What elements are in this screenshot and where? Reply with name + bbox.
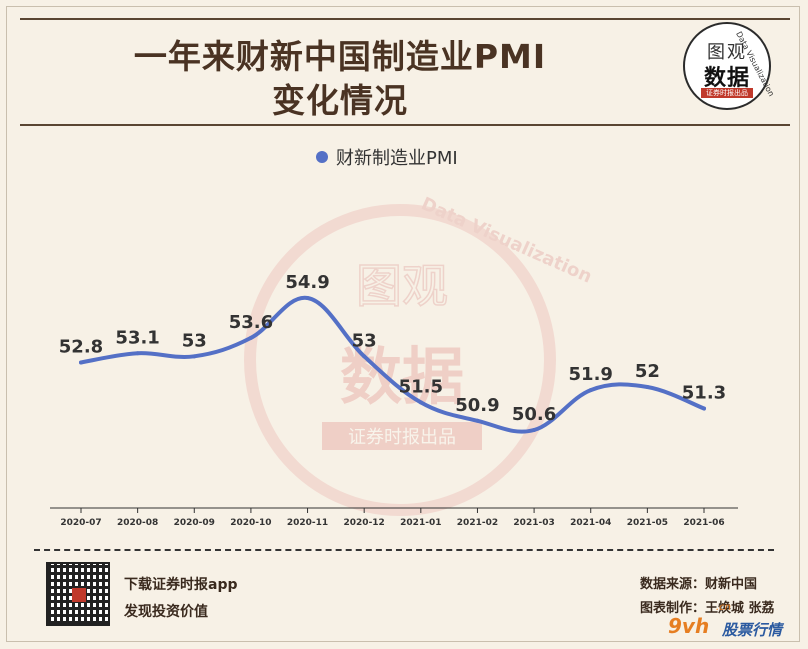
- x-tick-label: 2021-06: [683, 518, 724, 528]
- watermark-ring: [244, 204, 556, 516]
- x-tick-label: 2020-07: [60, 518, 101, 528]
- site-brand-subtitle: 股票行情: [722, 621, 783, 639]
- app-slogan-text: 发现投资价值: [124, 604, 208, 620]
- logo-text-top: 图观: [707, 42, 747, 63]
- watermark: 图观 数据 证券时报出品 Data Visualization: [244, 193, 595, 516]
- data-point: [305, 296, 310, 300]
- data-point: [192, 354, 197, 359]
- watermark-text-top: 图观: [356, 259, 448, 313]
- series-line-group: [79, 295, 706, 434]
- data-label-group: 52.8 53.1 53 53.6 54.9 53 51.5 50.9 50.6 51.9 52 51…: [59, 272, 726, 425]
- data-label: 53.6: [229, 312, 273, 333]
- data-label: 53.1: [115, 327, 159, 348]
- brand-logo: 图观 数据 证券时报出品: [683, 22, 771, 110]
- data-label: 51.5: [399, 376, 443, 397]
- site-domain-suffix: .cn: [716, 602, 732, 613]
- x-tick-label: 2020-10: [230, 518, 271, 528]
- x-tick-label: 2021-04: [570, 518, 611, 528]
- data-point: [135, 351, 140, 356]
- site-brand-logo[interactable]: 9vh: [668, 614, 710, 638]
- legend-label: 财新制造业PMI: [336, 148, 458, 169]
- x-tick-label: 2020-11: [287, 518, 328, 528]
- data-point: [248, 335, 253, 340]
- watermark-text-sub: 证券时报出品: [348, 427, 456, 448]
- qr-center-logo: [72, 588, 86, 602]
- app-download-text: 下载证券时报app: [124, 577, 238, 593]
- watermark-sub-bg: [322, 422, 482, 450]
- data-label: 51.3: [682, 383, 726, 404]
- data-label: 52.8: [59, 336, 103, 357]
- data-point: [475, 418, 480, 423]
- data-point: [362, 354, 367, 359]
- logo-text-mid: 数据: [703, 66, 750, 91]
- data-point: [79, 360, 83, 365]
- logo-text-sub: 证券时报出品: [701, 88, 753, 98]
- x-tick-label: 2021-05: [627, 518, 668, 528]
- data-source-text: 数据来源：财新中国: [640, 577, 758, 592]
- data-label: 53: [352, 330, 377, 351]
- data-label: 50.6: [512, 404, 556, 425]
- chart-author-text: 图表制作：王焕城 张荔: [640, 601, 775, 616]
- qr-code[interactable]: [46, 562, 110, 626]
- data-point: [645, 385, 650, 390]
- data-point: [532, 428, 537, 432]
- outer-frame: [6, 6, 800, 642]
- x-tick-label: 2021-02: [457, 518, 498, 528]
- chart-title-line1: 一年来财新中国制造业PMI: [133, 37, 547, 76]
- x-tick-label: 2021-03: [513, 518, 554, 528]
- data-point: [588, 388, 593, 393]
- x-tick-label: 2021-01: [400, 518, 441, 528]
- x-tick-label: 2020-09: [174, 518, 215, 528]
- data-label: 54.9: [285, 272, 329, 293]
- header-rule: [20, 124, 790, 126]
- chart-title-line2: 变化情况: [272, 81, 408, 120]
- x-tick-label: 2020-12: [344, 518, 385, 528]
- data-label: 53: [182, 330, 207, 351]
- data-label: 50.9: [455, 395, 499, 416]
- top-rule: [20, 18, 790, 20]
- x-axis-ticks: 2020-07 2020-08 2020-09 2020-10 2020-11 2020-…: [60, 508, 725, 528]
- data-label: 51.9: [569, 364, 613, 385]
- legend-marker: [316, 151, 328, 163]
- chart-legend: 财新制造业PMI: [316, 144, 458, 170]
- data-label: 52: [635, 361, 660, 382]
- x-tick-label: 2020-08: [117, 518, 158, 528]
- data-point: [702, 406, 706, 411]
- footer-divider: [34, 549, 774, 551]
- data-point: [418, 400, 423, 405]
